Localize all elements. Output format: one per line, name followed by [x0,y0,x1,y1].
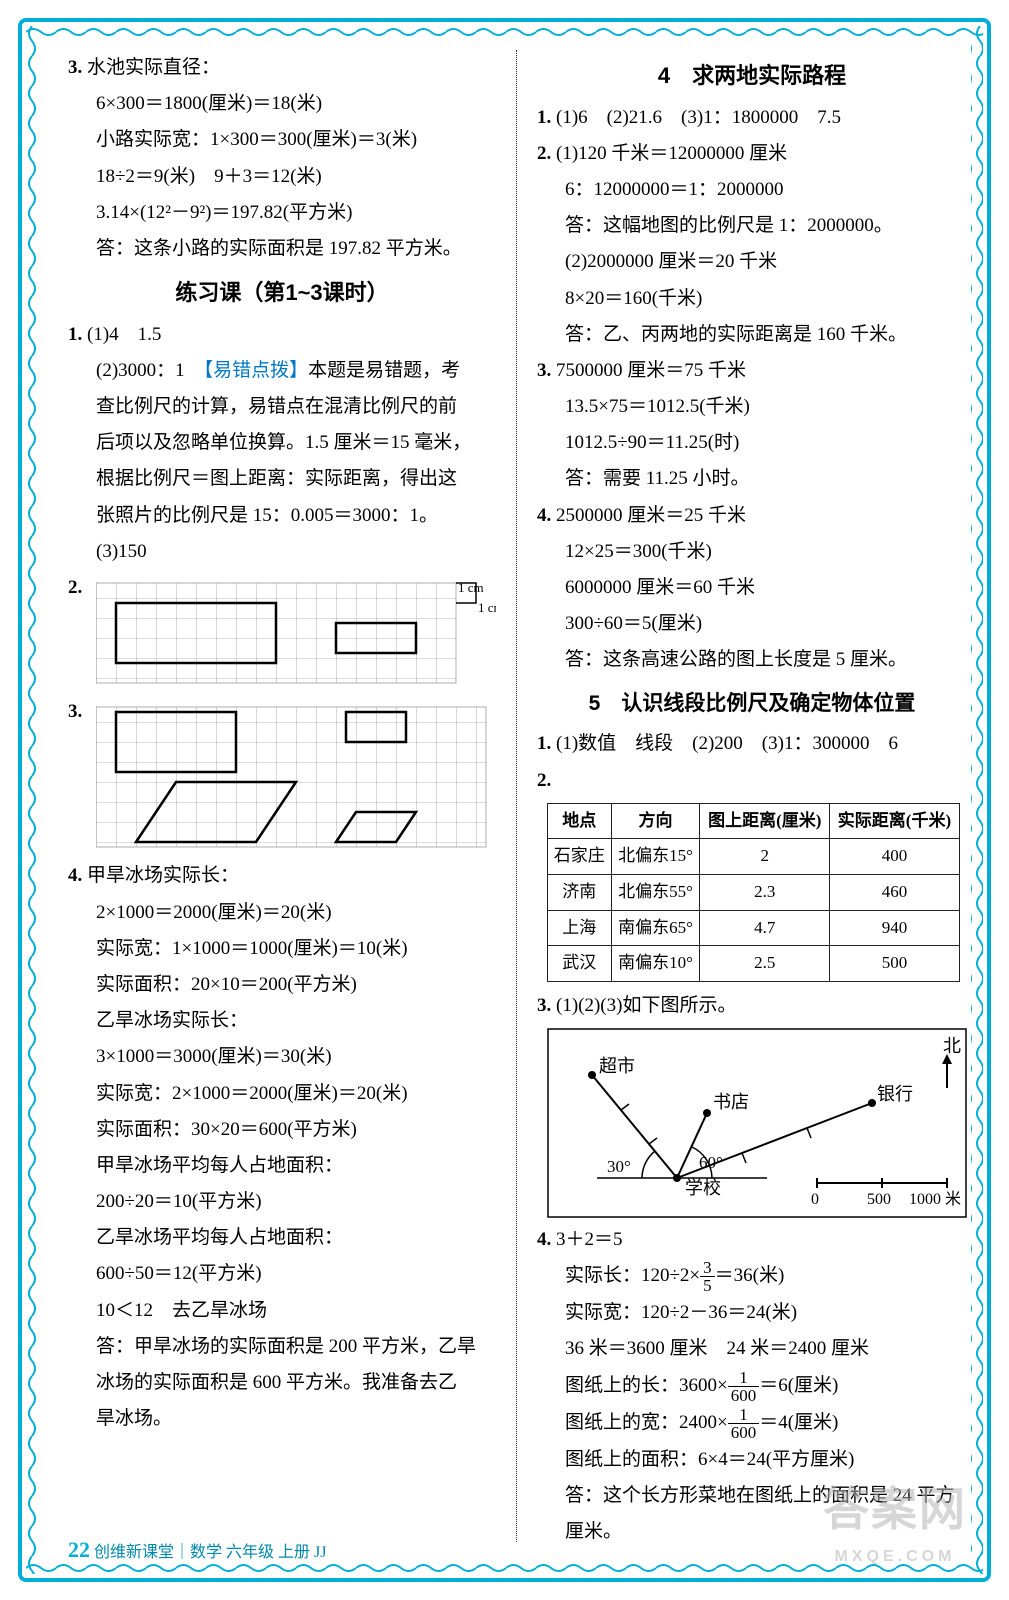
content: 3. 水池实际直径： 6×300＝1800(厘米)＝18(米) 小路实际宽：1×… [68,50,961,1542]
r-q4b-l1: 4. 3＋2＝5 [537,1223,967,1257]
q3-l3: 小路实际宽：1×300＝300(厘米)＝3(米) [68,123,496,157]
direction-table: 地点 方向 图上距离(厘米) 实际距离(千米) 石家庄北偏东15°2400 济南… [547,803,960,982]
q4-l13: 10＜12 去乙旱冰场 [68,1294,496,1328]
q4-l10: 200÷20＝10(平方米) [68,1185,496,1219]
footer-text: 创维新课堂｜数学 六年级 上册 JJ [94,1544,326,1561]
q3-l6: 答：这条小路的实际面积是 197.82 平方米。 [68,232,496,266]
q4-l4: 实际面积：20×10＝200(平方米) [68,968,496,1002]
q1-l4: 后项以及忽略单位换算。1.5 厘米＝15 毫米， [68,426,496,460]
r-q4-l5: 答：这条高速公路的图上长度是 5 厘米。 [537,643,967,677]
svg-text:1000 米: 1000 米 [909,1190,961,1208]
grid-figure-3 [96,702,496,852]
q1-l2: (2)3000：1 【易错点拨】本题是易错题，考 [68,354,496,388]
q4-l8: 实际面积：30×20＝600(平方米) [68,1113,496,1147]
r-q2-l6: 答：乙、丙两地的实际距离是 160 千米。 [537,318,967,352]
r-q4-l2: 12×25＝300(千米) [537,535,967,569]
q4-l14: 答：甲旱冰场的实际面积是 200 平方米，乙旱 [68,1330,496,1364]
r-q4b-l6: 图纸上的宽：2400×1600＝4(厘米) [537,1406,967,1441]
q3-l4: 18÷2＝9(米) 9＋3＝12(米) [68,160,496,194]
th-3: 实际距离(千米) [830,803,960,839]
practice-title: 练习课（第1~3课时） [68,273,496,313]
svg-text:0: 0 [811,1191,819,1208]
q3-l5: 3.14×(12²－9²)＝197.82(平方米) [68,196,496,230]
r-q2-l2: 6：12000000＝1：2000000 [537,173,967,207]
left-column: 3. 水池实际直径： 6×300＝1800(厘米)＝18(米) 小路实际宽：1×… [68,50,496,1542]
r-q3-l3: 1012.5÷90＝11.25(时) [537,426,967,460]
footer: 22 创维新课堂｜数学 六年级 上册 JJ [68,1530,326,1570]
svg-text:银行: 银行 [877,1084,913,1104]
table-row: 上海南偏东65°4.7940 [548,910,960,946]
r-q2-l1: 2. (1)120 千米＝12000000 厘米 [537,137,967,171]
r-q3-l1: 3. 7500000 厘米＝75 千米 [537,354,967,388]
q1-l1: 1. (1)4 1.5 [68,318,496,352]
q4-l2: 2×1000＝2000(厘米)＝20(米) [68,896,496,930]
r-q2-l5: 8×20＝160(千米) [537,282,967,316]
table-row: 石家庄北偏东15°2400 [548,839,960,875]
svg-text:30°: 30° [607,1157,631,1176]
r-q4-l3: 6000000 厘米＝60 千米 [537,571,967,605]
th-0: 地点 [548,803,612,839]
r-q4b-l4: 36 米＝3600 厘米 24 米＝2400 厘米 [537,1332,967,1366]
r-q4b-l5: 图纸上的长：3600×1600＝6(厘米) [537,1369,967,1404]
watermark: 答案网 MXQE.COM [823,1468,967,1572]
direction-diagram: 北 学校 超市 30° 书店 [547,1028,967,1218]
svg-text:学校: 学校 [685,1178,721,1198]
q4-l3: 实际宽：1×1000＝1000(厘米)＝10(米) [68,932,496,966]
q4-l1: 4. 甲旱冰场实际长： [68,859,496,893]
q1-l7: (3)150 [68,535,496,569]
r-q2b: 2. [537,764,967,798]
r-q2-l4: (2)2000000 厘米＝20 千米 [537,245,967,279]
section-5-title: 5 认识线段比例尺及确定物体位置 [537,685,967,723]
table-row: 武汉南偏东10°2.5500 [548,946,960,982]
r-q4b-l2: 实际长：120÷2×35＝36(米) [537,1259,967,1294]
scale-y-label: 1 cm [478,600,496,615]
q4-l16: 旱冰场。 [68,1402,496,1436]
r-q3b: 3. (1)(2)(3)如下图所示。 [537,989,967,1023]
column-divider [516,50,517,1542]
r-q1: 1. (1)6 (2)21.6 (3)1：1800000 7.5 [537,101,967,135]
svg-text:超市: 超市 [599,1056,635,1076]
r-q4b-l3: 实际宽：120÷2－36＝24(米) [537,1296,967,1330]
r-q3-l2: 13.5×75＝1012.5(千米) [537,390,967,424]
q3-line: 3. 水池实际直径： [68,51,496,85]
q4-l5: 乙旱冰场实际长： [68,1004,496,1038]
q4-l7: 实际宽：2×1000＝2000(厘米)＝20(米) [68,1077,496,1111]
svg-text:书店: 书店 [713,1092,749,1112]
q1-l3: 查比例尺的计算，易错点在混清比例尺的前 [68,390,496,424]
th-2: 图上距离(厘米) [700,803,830,839]
section-4-title: 4 求两地实际路程 [537,56,967,96]
r-q2-l3: 答：这幅地图的比例尺是 1：2000000。 [537,209,967,243]
q4-l15: 冰场的实际面积是 600 平方米。我准备去乙 [68,1366,496,1400]
q3-l2: 6×300＝1800(厘米)＝18(米) [68,87,496,121]
table-row: 济南北偏东55°2.3460 [548,874,960,910]
right-column: 4 求两地实际路程 1. (1)6 (2)21.6 (3)1：1800000 7… [537,50,967,1542]
page-number: 22 [68,1537,90,1562]
r-q1b: 1. (1)数值 线段 (2)200 (3)1：300000 6 [537,727,967,761]
q1-l5: 根据比例尺＝图上距离：实际距离，得出这 [68,462,496,496]
q4-l9: 甲旱冰场平均每人占地面积： [68,1149,496,1183]
r-q4-l1: 4. 2500000 厘米＝25 千米 [537,499,967,533]
grid-figure-2: 1 cm 1 cm [96,578,496,688]
r-q4-l4: 300÷60＝5(厘米) [537,607,967,641]
q4-l12: 600÷50＝12(平方米) [68,1257,496,1291]
svg-text:500: 500 [867,1191,891,1208]
north-label: 北 [943,1036,961,1056]
q1-l6: 张照片的比例尺是 15：0.005＝3000：1。 [68,499,496,533]
r-q3-l4: 答：需要 11.25 小时。 [537,462,967,496]
q4-l6: 3×1000＝3000(厘米)＝30(米) [68,1040,496,1074]
q4-l11: 乙旱冰场平均每人占地面积： [68,1221,496,1255]
th-1: 方向 [611,803,700,839]
